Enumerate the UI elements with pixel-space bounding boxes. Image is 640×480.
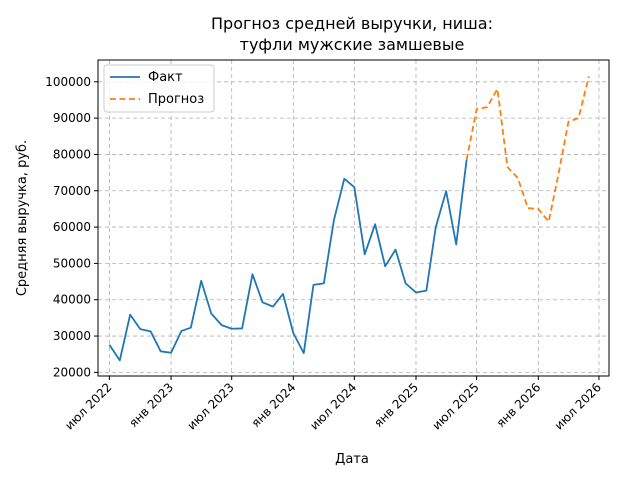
x-axis-label: Дата [335, 452, 369, 467]
grid-lines [98, 60, 609, 376]
y-tick-label: 60000 [53, 220, 91, 234]
legend: Факт Прогноз [103, 64, 215, 113]
y-tick-label: 100000 [45, 75, 91, 89]
chart-title-line-2: туфли мужские замшевые [240, 35, 465, 54]
y-tick-label: 50000 [53, 256, 91, 270]
legend-label-forecast: Прогноз [148, 92, 204, 107]
y-tick-label: 20000 [53, 365, 91, 379]
legend-label-fact: Факт [148, 70, 183, 85]
plot-area-frame [97, 59, 610, 377]
y-tick-label: 80000 [53, 147, 91, 161]
y-tick-label: 30000 [53, 329, 91, 343]
y-tick-label: 70000 [53, 184, 91, 198]
series-line-fact [108, 159, 468, 362]
y-tick-label: 90000 [53, 111, 91, 125]
chart-title: Прогноз средней выручки, ниша: туфли муж… [211, 14, 493, 54]
series-layer [108, 76, 590, 362]
y-tick-label: 40000 [53, 293, 91, 307]
y-axis-ticks: 20000 30000 40000 50000 60000 70000 80000 90000… [45, 75, 98, 379]
series-line-forecast [465, 76, 590, 223]
chart-title-line-1: Прогноз средней выручки, ниша: [211, 14, 493, 33]
y-axis-label: Средняя выручка, руб. [15, 140, 30, 296]
